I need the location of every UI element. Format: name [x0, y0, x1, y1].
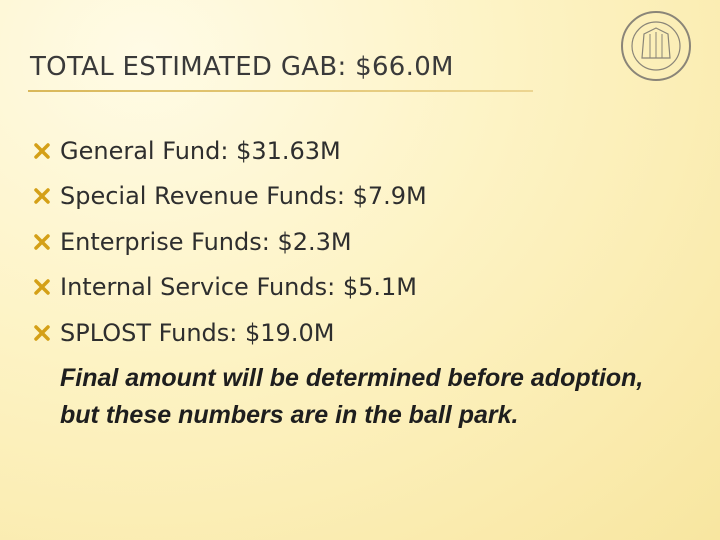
bullet-icon [34, 188, 50, 204]
bullet-icon [34, 143, 50, 159]
note: Final amount will be determined before a… [60, 364, 644, 429]
bullet-text: SPLOST Funds: $19.0M [60, 318, 335, 347]
seal-logo [621, 11, 691, 81]
bullet-text: Special Revenue Funds: $7.9M [60, 182, 427, 211]
bullet-text: Internal Service Funds: $5.1M [60, 273, 417, 302]
slide-title: TOTAL ESTIMATED GAB: $66.0M [30, 52, 454, 82]
bullet-icon [34, 279, 50, 295]
bullet-item: Internal Service Funds: $5.1M [34, 265, 427, 311]
bullet-item: General Fund: $31.63M [34, 128, 427, 174]
bullet-item: Special Revenue Funds: $7.9M [34, 174, 427, 220]
bullet-icon [34, 325, 50, 341]
bullet-text: General Fund: $31.63M [60, 136, 341, 165]
bullet-icon [34, 234, 50, 250]
bullet-text: Enterprise Funds: $2.3M [60, 227, 352, 256]
title-underline [28, 90, 533, 92]
bullet-item: Enterprise Funds: $2.3M [34, 219, 427, 265]
bullet-item: SPLOST Funds: $19.0M [34, 310, 427, 356]
bullet-list: General Fund: $31.63M Special Revenue Fun… [34, 128, 427, 356]
